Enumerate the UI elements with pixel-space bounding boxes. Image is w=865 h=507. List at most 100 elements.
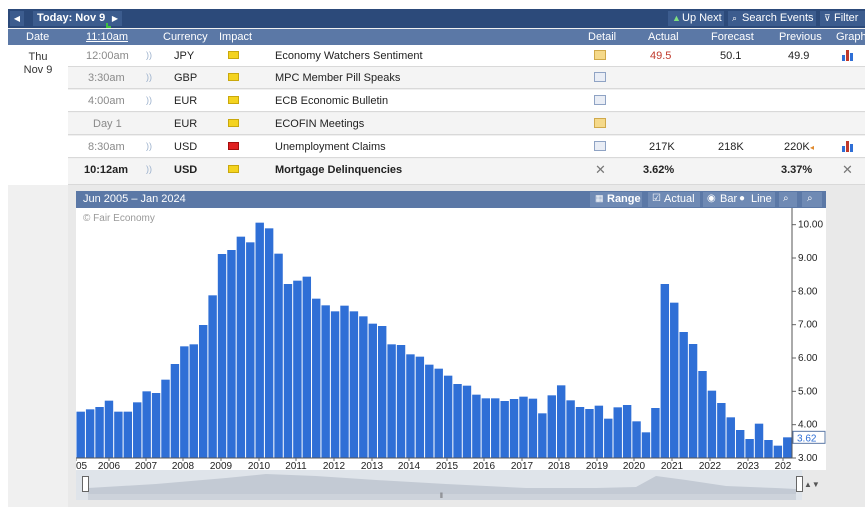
radio-unselected-icon[interactable]: ●: [739, 193, 746, 204]
slider-expand-icon[interactable]: ▲▼: [804, 480, 820, 489]
chart-bar: [594, 405, 604, 458]
checkbox-icon: ☑: [652, 193, 661, 204]
chart-bar: [302, 276, 312, 458]
event-row-selected[interactable]: 10:12am )) USD Mortgage Delinquencies ✕ …: [68, 159, 865, 185]
up-next-label: Up Next: [682, 12, 722, 24]
x-tick-label: 2021: [661, 461, 684, 470]
event-name[interactable]: ECB Economic Bulletin: [275, 95, 389, 107]
event-row[interactable]: 12:00am )) JPY Economy Watchers Sentimen…: [68, 45, 865, 67]
event-row[interactable]: Day 1 EUR ECOFIN Meetings: [68, 113, 865, 135]
event-row[interactable]: 8:30am )) USD Unemployment Claims 217K 2…: [68, 136, 865, 158]
chart-bar: [688, 344, 698, 458]
grip-icon: ‖: [440, 493, 443, 500]
alert-icon[interactable]: )): [146, 95, 152, 105]
chart-bar: [151, 393, 161, 458]
chart-bar: [575, 407, 585, 458]
col-time[interactable]: 11:10am: [86, 31, 128, 43]
range-overview: [88, 474, 796, 494]
graph-icon[interactable]: [842, 49, 855, 61]
x-tick-label: 202: [775, 461, 792, 470]
up-next-button[interactable]: ▲Up Next: [668, 11, 724, 26]
filter-button[interactable]: ⊽ Filter: [820, 11, 865, 26]
alert-icon[interactable]: )): [146, 141, 152, 151]
event-actual: 217K: [649, 141, 675, 153]
radio-selected-icon[interactable]: ◉: [707, 193, 716, 204]
col-previous: Previous: [779, 31, 822, 43]
close-graph-icon[interactable]: ✕: [842, 162, 853, 177]
chart-bar: [735, 430, 745, 458]
event-previous: 220K: [784, 141, 810, 153]
chart-bar: [472, 394, 481, 458]
x-tick-label: 2012: [323, 461, 346, 470]
chart-bar: [264, 228, 274, 458]
chart-toolbar: Jun 2005 – Jan 2024 ▦ Range ☑ Actual ◉ B…: [76, 191, 826, 208]
chart-bar: [481, 398, 491, 458]
event-time: 4:00am: [88, 95, 125, 107]
alert-icon[interactable]: )): [146, 164, 152, 174]
graph-icon[interactable]: [842, 140, 855, 152]
alert-icon[interactable]: )): [146, 50, 152, 60]
chart-bar: [95, 407, 104, 458]
event-currency: USD: [174, 164, 198, 176]
event-row[interactable]: 4:00am )) EUR ECB Economic Bulletin: [68, 90, 865, 112]
chart-bar: [547, 395, 556, 458]
detail-folder-icon[interactable]: [594, 50, 606, 60]
detail-folder-icon[interactable]: [594, 118, 606, 128]
today-button[interactable]: Today: Nov 9: [33, 11, 113, 26]
detail-open-icon[interactable]: [594, 72, 606, 82]
event-name[interactable]: Economy Watchers Sentiment: [275, 50, 423, 62]
chart-bar: [246, 242, 255, 458]
chart-bar: [340, 305, 349, 458]
impact-high-icon: [228, 142, 239, 150]
y-tick-label: 10.00: [798, 220, 823, 231]
event-time: Day 1: [93, 118, 122, 130]
chart-type-toggle[interactable]: ◉ Bar ● Line: [703, 192, 775, 207]
event-name[interactable]: ECOFIN Meetings: [275, 118, 365, 130]
bar-chart: 10.00 9.00 8.00 7.00 6.00 5.00 4.00 3.00 3.62 05 2…: [76, 208, 826, 470]
chart-bar: [651, 408, 660, 458]
chart-bar: [227, 250, 236, 458]
event-name[interactable]: MPC Member Pill Speaks: [275, 72, 401, 84]
event-time: 10:12am: [84, 164, 129, 176]
chart-bar: [641, 432, 651, 458]
chart-bar: [566, 400, 575, 458]
range-slider[interactable]: ‖: [76, 470, 803, 500]
chart-bar: [396, 345, 406, 458]
next-day-button[interactable]: ▶: [108, 11, 122, 26]
impact-low-icon: [228, 96, 239, 104]
chart-bar: [773, 445, 783, 458]
alert-icon[interactable]: )): [146, 72, 152, 82]
x-tick-label: 2013: [361, 461, 384, 470]
col-actual: Actual: [648, 31, 679, 43]
chart-bar: [293, 280, 302, 458]
zoom-out-button[interactable]: ⌕: [802, 192, 822, 207]
day-date: Nov 9: [23, 64, 53, 76]
range-button[interactable]: ▦ Range: [590, 192, 642, 207]
event-currency: USD: [174, 141, 198, 153]
line-label: Line: [751, 193, 772, 205]
event-name[interactable]: Mortgage Delinquencies: [275, 164, 403, 176]
detail-open-icon[interactable]: [594, 141, 606, 151]
y-tick-label: 5.00: [798, 386, 818, 397]
day-cell: Thu Nov 9: [8, 45, 68, 185]
col-forecast: Forecast: [711, 31, 754, 43]
impact-low-icon: [228, 51, 239, 59]
search-events-button[interactable]: ⌕ Search Events: [728, 11, 816, 26]
event-name[interactable]: Unemployment Claims: [275, 141, 386, 153]
prev-day-button[interactable]: ◀: [10, 11, 24, 26]
chart-bar: [368, 323, 377, 458]
zoom-in-button[interactable]: ⌕: [779, 192, 797, 207]
slider-left-handle[interactable]: [82, 476, 89, 492]
y-tick-label: 8.00: [798, 286, 818, 297]
slider-scrollbar[interactable]: ‖: [88, 493, 796, 500]
y-tick-label: 6.00: [798, 353, 818, 364]
chart-plot-area: 10.00 9.00 8.00 7.00 6.00 5.00 4.00 3.00 3.62 05 2…: [76, 208, 826, 470]
detail-open-icon[interactable]: [594, 95, 606, 105]
close-detail-icon[interactable]: ✕: [595, 162, 606, 177]
x-tick-label: 2014: [398, 461, 421, 470]
event-row[interactable]: 3:30am )) GBP MPC Member Pill Speaks: [68, 67, 865, 89]
event-previous: 49.9: [788, 50, 810, 62]
slider-right-handle[interactable]: [796, 476, 803, 492]
actual-toggle[interactable]: ☑ Actual: [648, 192, 700, 207]
chart-bar: [114, 411, 123, 458]
